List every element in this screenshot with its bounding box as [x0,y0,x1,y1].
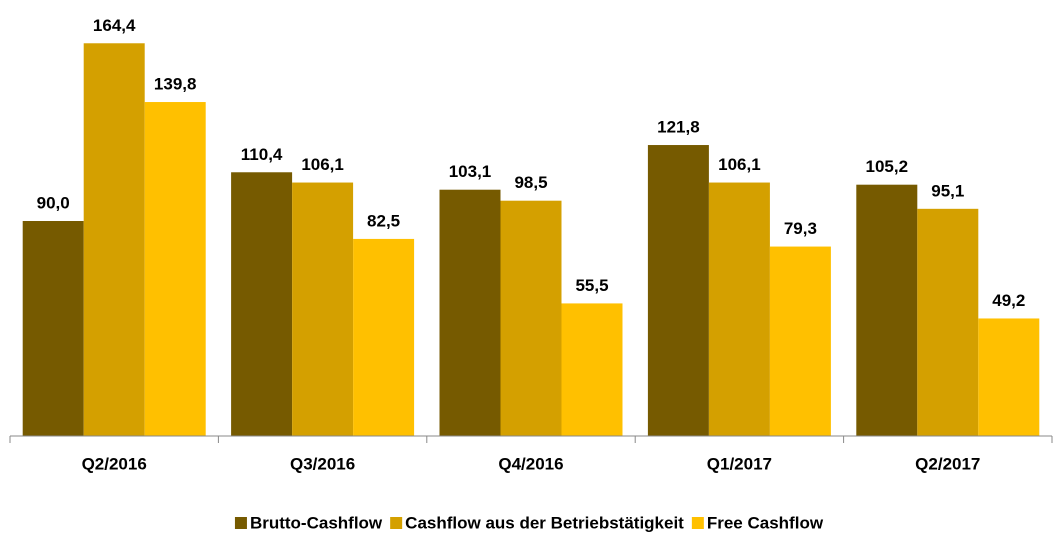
bar [856,184,918,436]
legend-label: Cashflow aus der Betriebstätigkeit [405,513,684,532]
data-label: 121,8 [657,118,700,137]
data-label: 90,0 [37,193,70,212]
x-tick-label: Q1/2017 [707,454,772,473]
bar [22,221,84,436]
x-tick-label: Q2/2016 [82,454,147,473]
legend-swatch [390,517,403,529]
legend-swatch [234,517,247,529]
data-label: 110,4 [241,145,283,164]
x-tick-label: Q4/2016 [498,454,563,473]
bar [292,182,354,436]
data-label: 55,5 [575,276,608,295]
bar [769,246,831,436]
data-label: 82,5 [367,211,400,230]
data-label: 79,3 [784,219,817,238]
bar [231,172,293,436]
bar [647,145,709,437]
bar [83,43,145,437]
legend-swatch [691,517,704,529]
data-label: 98,5 [514,173,547,192]
bar [917,208,979,436]
bar [353,238,415,436]
bar [500,200,562,436]
legend: Brutto-Cashflow Cashflow aus der Betriebs… [234,513,824,532]
bar [708,182,770,436]
bar [561,303,623,436]
legend-label: Free Cashflow [707,513,824,532]
bar [439,189,501,436]
x-tick-label: Q2/2017 [915,454,980,473]
data-label: 95,1 [931,181,964,200]
legend-label: Brutto-Cashflow [250,513,383,532]
data-label: 164,4 [93,16,136,35]
data-label: 106,1 [301,155,344,174]
data-label: 106,1 [718,155,761,174]
bar [978,318,1040,436]
x-tick-label: Q3/2016 [290,454,355,473]
bar [144,102,206,437]
data-label: 49,2 [992,291,1025,310]
data-label: 103,1 [449,162,492,181]
data-label: 105,2 [866,157,909,176]
data-label: 139,8 [154,75,197,94]
